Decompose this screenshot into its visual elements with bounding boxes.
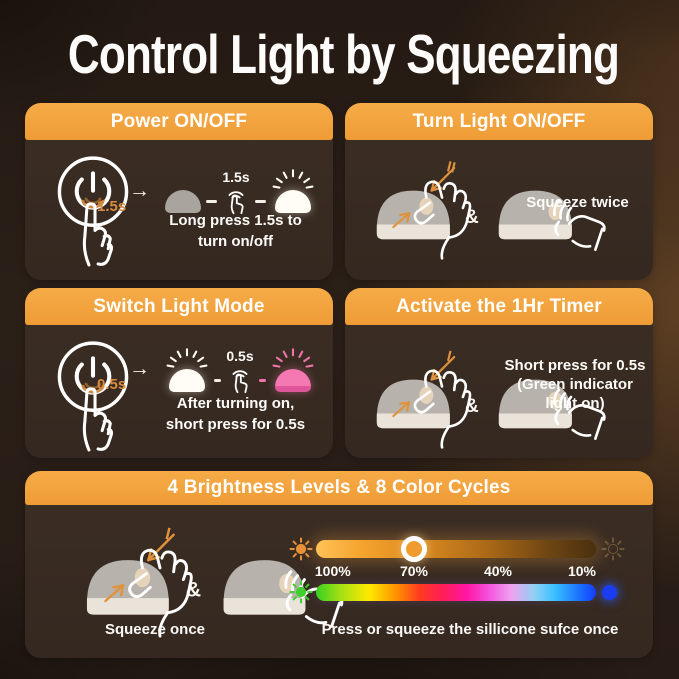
light-rays-icon (272, 169, 314, 189)
dash-icon-pink (259, 378, 266, 382)
slider-knob (401, 536, 427, 562)
power-caption: Long press 1.5s to turn on/off (169, 212, 302, 250)
squeeze-once-caption: Squeeze once (104, 621, 206, 638)
panel-light-header: Turn Light ON/OFF (345, 103, 653, 140)
color-cycle-bar (316, 583, 596, 601)
mode-sequence: 0.5s (165, 340, 315, 394)
timer-caption: Short press for 0.5s (Green indicator li… (504, 357, 646, 412)
power-button-press-illustration (41, 151, 151, 269)
panel-mode-header: Switch Light Mode (25, 288, 333, 325)
light-rays-icon (166, 348, 208, 368)
brightness-levels: 100% 70% 40% 10% (314, 563, 597, 579)
squeeze-lamp-pair: I & (359, 348, 606, 449)
panel-power-header: Power ON/OFF (25, 103, 333, 140)
lamp-on-icon (271, 166, 315, 213)
tap-step: 0.5s (226, 349, 254, 394)
panel-power-onoff: Power ON/OFF 1.5s → 1.5s Long press 1.5s… (25, 103, 333, 280)
sun-dim-icon (601, 537, 625, 561)
panel-brightness-color: 4 Brightness Levels & 8 Color Cycles I &… (25, 471, 653, 658)
color-caption: Press or squeeze the sillicone sufce onc… (321, 621, 619, 638)
squeeze-hand-lamp-icon (375, 355, 472, 449)
brightness-row (289, 536, 625, 562)
squeeze-lamp-pair: I & (67, 524, 344, 638)
panel-1hr-timer: Activate the 1Hr Timer I & Short press f… (345, 288, 653, 458)
color-cycle-row (289, 580, 617, 604)
tap-duration-label: 1.5s (222, 169, 250, 185)
squeeze-lamp-illustration: I (67, 524, 201, 638)
dash-icon (214, 378, 221, 382)
lamp-pink-icon (271, 345, 315, 392)
tap-step: 1.5s (222, 170, 250, 215)
brightness-level-label: 10% (567, 563, 597, 579)
squeeze-lamp-illustration: II (359, 158, 479, 260)
sun-color-icon (289, 580, 313, 604)
dash-icon (255, 199, 266, 203)
right-arrow-icon: → (129, 179, 150, 202)
power-button-icon (41, 151, 145, 269)
press-duration-label: 0.5s (97, 376, 127, 393)
power-button-icon (41, 336, 145, 454)
squeeze-lamp-pair: II & (359, 158, 606, 260)
page-title: Control Light by Squeezing (67, 23, 620, 85)
brightness-level-label: 100% (314, 563, 351, 579)
blue-indicator-dot (602, 584, 617, 600)
light-caption: Squeeze twice (526, 194, 629, 211)
lamp-on-icon (165, 345, 209, 392)
tap-duration-label: 0.5s (226, 348, 254, 364)
lamp-off-icon (165, 190, 201, 213)
press-duration-label: 1.5s (97, 198, 127, 215)
mode-caption: After turning on, short press for 0.5s (165, 395, 306, 433)
brightness-level-label: 40% (483, 563, 513, 579)
brightness-level-label: 70% (399, 563, 429, 579)
brightness-slider (316, 536, 596, 562)
right-arrow-icon: → (129, 357, 150, 380)
panel-timer-header: Activate the 1Hr Timer (345, 288, 653, 325)
sun-bright-icon (289, 537, 313, 561)
dash-icon (206, 199, 217, 203)
squeeze-lamp-illustration: I (359, 348, 479, 449)
panel-turn-light-onoff: Turn Light ON/OFF II & Squeeze twice (345, 103, 653, 280)
power-sequence: 1.5s (165, 161, 315, 215)
tap-finger-icon (232, 370, 248, 394)
panel-switch-light-mode: Switch Light Mode 0.5s → 0.5s After turn… (25, 288, 333, 458)
pink-rays-icon (272, 348, 314, 368)
power-button-press-illustration (41, 336, 151, 454)
panel-bottom-header: 4 Brightness Levels & 8 Color Cycles (25, 471, 653, 505)
squeeze-hand-lamp-icon (375, 166, 472, 260)
